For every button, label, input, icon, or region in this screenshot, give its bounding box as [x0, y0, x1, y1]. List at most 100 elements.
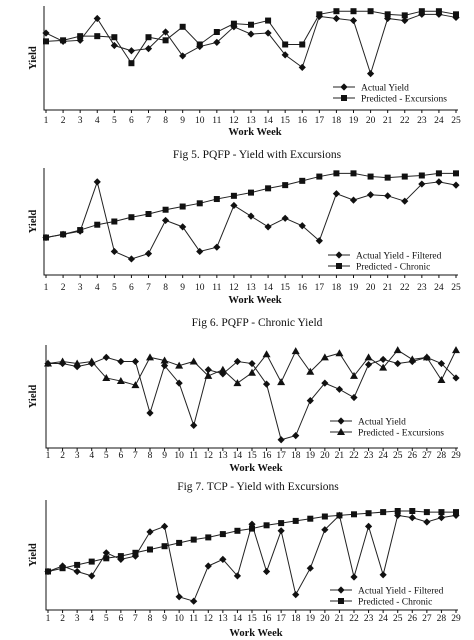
data-point	[146, 353, 154, 361]
x-tick-label: 22	[349, 614, 359, 624]
x-tick-label: 28	[437, 614, 447, 624]
x-tick-label: 13	[246, 116, 256, 126]
legend-marker	[337, 586, 345, 594]
x-tick-label: 25	[451, 116, 461, 126]
data-point	[179, 223, 187, 231]
data-point	[393, 346, 402, 354]
x-tick-label: 7	[146, 283, 151, 293]
data-point	[161, 28, 170, 36]
x-tick-label: 7	[133, 451, 138, 461]
x-tick-label: 13	[218, 451, 228, 461]
data-point	[176, 539, 183, 546]
x-tick-label: 20	[320, 451, 330, 461]
data-point	[265, 185, 272, 192]
series-line	[45, 172, 456, 239]
x-tick-label: 21	[383, 283, 393, 293]
x-tick-label: 12	[204, 614, 214, 624]
data-point	[333, 8, 340, 15]
data-point	[364, 353, 373, 361]
x-axis-label: Work Week	[229, 628, 282, 639]
legend-entry: Actual Yield - Filtered	[358, 587, 444, 597]
x-tick-label: 6	[118, 451, 123, 461]
x-tick-label: 8	[148, 614, 153, 624]
data-point	[248, 359, 256, 368]
x-tick-label: 29	[451, 451, 461, 461]
data-point	[401, 12, 408, 19]
data-point	[365, 510, 372, 517]
data-point	[438, 509, 445, 516]
data-point	[43, 234, 49, 241]
x-tick-label: 22	[349, 451, 359, 461]
figure-caption: Fig 5. PQFP - Yield with Excursions	[173, 149, 342, 161]
data-point	[117, 357, 125, 366]
x-tick-label: 10	[174, 614, 184, 624]
data-point	[94, 33, 101, 40]
data-point	[128, 60, 135, 67]
data-point	[452, 511, 460, 519]
data-point	[423, 509, 430, 516]
data-point	[349, 196, 358, 204]
data-point	[175, 593, 183, 601]
x-tick-label: 2	[60, 614, 65, 624]
data-point	[367, 8, 374, 15]
data-point	[379, 571, 387, 579]
data-point	[161, 216, 170, 225]
data-point	[218, 365, 227, 373]
x-tick-label: 7	[146, 116, 151, 126]
data-point	[146, 528, 154, 536]
data-point	[435, 8, 442, 15]
x-tick-label: 21	[335, 614, 345, 624]
x-tick-label: 27	[422, 451, 432, 461]
data-point	[190, 421, 198, 429]
x-tick-label: 23	[417, 283, 427, 293]
data-point	[116, 377, 125, 385]
data-point	[366, 70, 375, 78]
x-tick-label: 24	[378, 451, 388, 461]
data-point	[281, 51, 289, 59]
series-2	[44, 346, 460, 389]
data-point	[117, 553, 124, 560]
data-point	[422, 353, 431, 361]
x-tick-label: 17	[276, 451, 286, 461]
x-tick-label: 12	[204, 451, 214, 461]
data-point	[320, 353, 329, 361]
legend-entry: Predicted - Excursions	[361, 95, 447, 105]
x-tick-label: 21	[335, 451, 345, 461]
data-point	[452, 346, 460, 354]
data-point	[204, 371, 213, 379]
data-point	[189, 357, 198, 365]
data-point	[219, 555, 227, 563]
data-point	[88, 572, 96, 580]
chart-3: 1 2 3 4 5 6 7 8 9 10 11 12 13 14 15 16 17 18 19 20 21 22 23 24 2…	[28, 345, 461, 493]
legend-marker	[337, 417, 345, 425]
data-point	[350, 371, 358, 379]
x-tick-label: 4	[95, 116, 100, 126]
x-tick-label: 5	[104, 451, 109, 461]
x-tick-label: 20	[320, 614, 330, 624]
data-point	[277, 436, 285, 444]
y-axis-label: Yield	[28, 385, 39, 409]
data-point	[213, 196, 220, 203]
data-point	[205, 534, 212, 541]
x-tick-label: 6	[129, 283, 134, 293]
data-point	[230, 20, 237, 27]
data-point	[277, 527, 285, 535]
data-point	[394, 359, 402, 368]
data-point	[74, 561, 81, 568]
chart-2: 1 2 3 4 5 6 7 8 9 10 11 12 13 14 15 16 17 18 19 20 21 22 23 24 2…	[28, 168, 461, 329]
x-tick-label: 20	[366, 283, 376, 293]
x-tick-label: 9	[162, 451, 167, 461]
x-tick-label: 14	[233, 614, 243, 624]
data-point	[350, 8, 357, 15]
data-point	[160, 356, 169, 364]
x-tick-label: 19	[349, 116, 359, 126]
y-axis-label: Yield	[28, 210, 39, 234]
data-point	[196, 41, 203, 48]
data-point	[418, 172, 425, 179]
data-point	[102, 353, 110, 361]
data-point	[394, 511, 402, 519]
data-point	[204, 562, 212, 570]
x-tick-label: 5	[112, 283, 117, 293]
data-point	[299, 177, 306, 184]
